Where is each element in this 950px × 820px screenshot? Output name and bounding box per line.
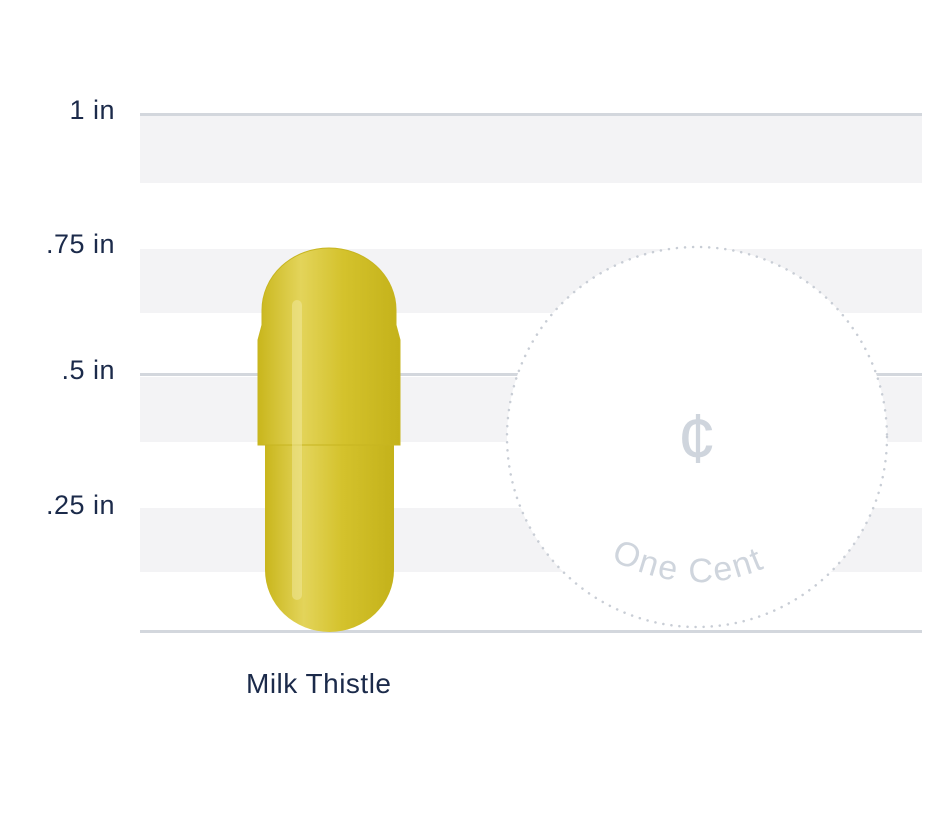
cent-symbol: ¢ <box>678 399 717 477</box>
capsule-body <box>265 440 394 632</box>
y-label-05in: .5 in <box>61 355 115 385</box>
coin-outline: ¢ One Cent <box>505 245 889 629</box>
y-label-1in: 1 in <box>69 95 115 125</box>
capsule-image <box>257 247 401 632</box>
band-1in <box>140 115 922 183</box>
y-label-075in: .75 in <box>45 229 115 259</box>
capsule-label: Milk Thistle <box>246 668 392 699</box>
baseline-rule <box>140 630 922 633</box>
capsule-cap <box>257 247 401 446</box>
y-label-025in: .25 in <box>45 490 115 520</box>
rule-1in <box>140 113 922 116</box>
